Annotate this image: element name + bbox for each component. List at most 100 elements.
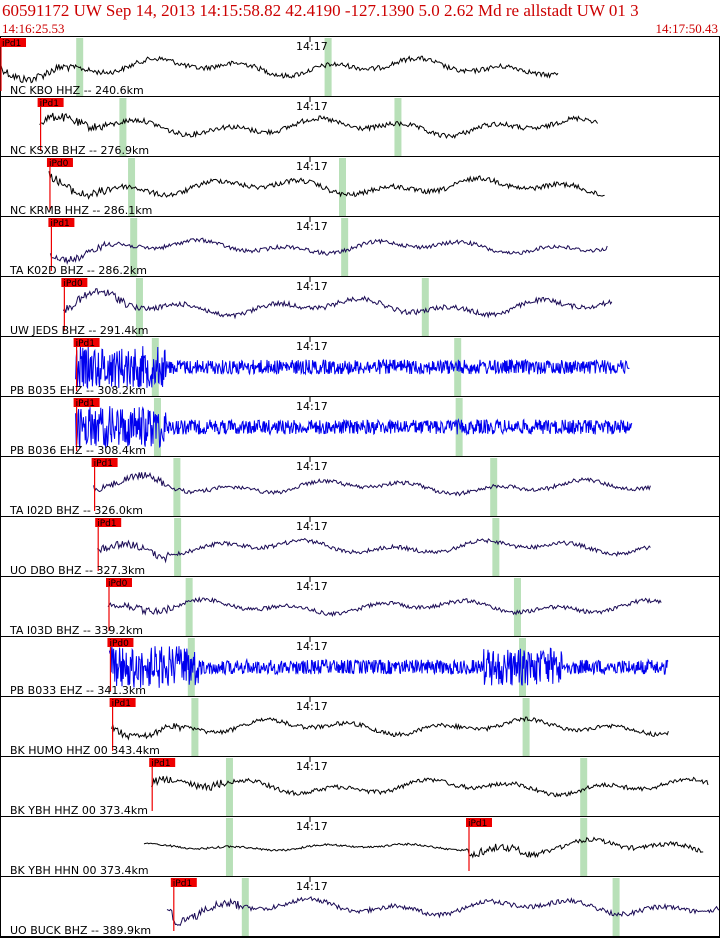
waveform (48, 171, 605, 200)
s-phase-marker (128, 158, 136, 216)
minute-tick-label: 14:17 (296, 880, 328, 893)
s-phase-marker (135, 278, 143, 336)
waveform (166, 896, 720, 927)
minute-tick-label: 14:17 (296, 640, 328, 653)
waveform (75, 346, 630, 390)
waveform (111, 716, 669, 741)
pick-box[interactable] (73, 338, 100, 347)
station-label: TA K02D BHZ -- 286.2km (9, 264, 147, 277)
trace-row[interactable]: 14:17 iPd0 PB B033 EHZ -- 341.3km (0, 637, 720, 697)
pick-label: iPd1 (94, 459, 113, 469)
trace-row[interactable]: 14:17 iPd0 NC KRMB HHZ -- 286.1km (0, 157, 720, 217)
waveform (75, 406, 633, 449)
plot-header: 60591172 UW Sep 14, 2013 14:15:58.82 42.… (0, 0, 720, 36)
pick-box[interactable] (61, 278, 88, 287)
station-label: UO BUCK BHZ -- 389.9km (10, 924, 151, 937)
s-phase-marker (185, 578, 193, 636)
station-label: TA I03D BHZ -- 339.2km (9, 624, 143, 637)
trace-row[interactable]: 14:17 iPd0 TA I03D BHZ -- 339.2km (0, 577, 720, 637)
pick-label: iPd0 (109, 639, 129, 649)
pick-label: iPd0 (108, 579, 128, 589)
waveform (93, 471, 651, 497)
pick-box[interactable] (95, 518, 122, 527)
waveform (107, 596, 662, 618)
trace-row[interactable]: 14:17 iPd0 UW JEDS BHZ -- 291.4km (0, 277, 720, 337)
station-label: NC KRMB HHZ -- 286.1km (10, 204, 152, 217)
waveform (62, 288, 613, 320)
trace-row[interactable]: 14:17 iPd1 TA I02D BHZ -- 326.0km (0, 457, 720, 517)
waveform (97, 537, 651, 564)
trace-row[interactable]: 14:17 iPd1 NC KBO HHZ -- 240.6km (0, 37, 720, 97)
minute-tick-label: 14:17 (296, 460, 328, 473)
station-label: BK YBH HHZ 00 373.4km (10, 804, 148, 817)
time-end-label: 14:17:50.43 (655, 21, 718, 36)
secondary-phase-marker (580, 758, 588, 816)
trace-row[interactable]: 14:17 iPd1 UO BUCK BHZ -- 389.9km (0, 877, 720, 937)
trace-row[interactable]: 14:17 iPd1 BK HUMO HHZ 00 343.4km (0, 697, 720, 757)
minute-tick-label: 14:17 (296, 760, 328, 773)
waveform (49, 237, 608, 265)
secondary-phase-marker (421, 278, 429, 336)
minute-tick-label: 14:17 (296, 700, 328, 713)
pick-box[interactable] (0, 38, 26, 47)
secondary-phase-marker (341, 218, 349, 276)
pick-box[interactable] (73, 398, 100, 407)
minute-tick-label: 14:17 (296, 820, 328, 833)
waveform (143, 836, 704, 859)
secondary-phase-marker (324, 38, 332, 96)
station-label: NC KSXB BHZ -- 276.9km (10, 144, 149, 157)
secondary-phase-marker (522, 698, 530, 756)
secondary-phase-marker (513, 578, 521, 636)
s-phase-marker (153, 398, 161, 456)
pick-box[interactable] (46, 158, 73, 167)
pick-box[interactable] (106, 578, 132, 587)
station-label: BK HUMO HHZ 00 343.4km (10, 744, 160, 757)
pick-label: iPd1 (112, 699, 131, 709)
minute-tick-label: 14:17 (296, 220, 328, 233)
pick-box[interactable] (91, 458, 118, 467)
secondary-phase-marker (490, 458, 498, 516)
s-phase-marker (225, 758, 233, 816)
pick-label: iPd1 (468, 819, 487, 829)
minute-tick-label: 14:17 (296, 160, 328, 173)
minute-tick-label: 14:17 (296, 100, 328, 113)
waveform (108, 646, 669, 688)
trace-row[interactable]: 14:17 iPd1 NC KSXB BHZ -- 276.9km (0, 97, 720, 157)
secondary-phase-marker (580, 818, 588, 876)
s-phase-marker (241, 878, 249, 936)
pick-box[interactable] (107, 638, 134, 647)
pick-box[interactable] (149, 758, 176, 767)
station-label: PB B036 EHZ -- 308.4km (10, 444, 146, 457)
secondary-phase-marker (455, 398, 463, 456)
pick-label: iPd1 (76, 339, 95, 349)
waveform (0, 55, 559, 84)
pick-label: iPd1 (76, 399, 95, 409)
trace-row[interactable]: 14:17 iPd1 PB B036 EHZ -- 308.4km (0, 397, 720, 457)
station-label: UO DBO BHZ -- 327.3km (10, 564, 145, 577)
pick-box[interactable] (37, 98, 64, 107)
minute-tick-label: 14:17 (296, 340, 328, 353)
pick-label: iPd1 (151, 759, 170, 769)
secondary-phase-marker (492, 518, 500, 576)
event-title: 60591172 UW Sep 14, 2013 14:15:58.82 42.… (2, 1, 639, 20)
pick-box[interactable] (48, 218, 75, 227)
station-label: PB B035 EHZ -- 308.2km (10, 384, 146, 397)
trace-row[interactable]: 14:17 iPd1 BK YBH HHZ 00 373.4km (0, 757, 720, 817)
pick-label: iPd1 (2, 39, 21, 49)
s-phase-marker (119, 98, 127, 156)
waveform (151, 775, 709, 798)
secondary-phase-marker (612, 878, 620, 936)
trace-row[interactable]: 14:17 iPd1 PB B035 EHZ -- 308.2km (0, 337, 720, 397)
pick-label: iPd1 (50, 219, 69, 229)
pick-box[interactable] (466, 818, 492, 827)
secondary-phase-marker (394, 98, 402, 156)
trace-row[interactable]: 14:17 iPd1 UO DBO BHZ -- 327.3km (0, 517, 720, 577)
pick-box[interactable] (170, 878, 197, 887)
trace-row[interactable]: 14:17 iPd1 TA K02D BHZ -- 286.2km (0, 217, 720, 277)
station-label: NC KBO HHZ -- 240.6km (10, 84, 144, 97)
station-label: TA I02D BHZ -- 326.0km (9, 504, 143, 517)
pick-label: iPd0 (63, 279, 83, 289)
trace-row[interactable]: 14:17 iPd1 BK YBH HHN 00 373.4km (0, 817, 720, 877)
pick-box[interactable] (109, 698, 136, 707)
